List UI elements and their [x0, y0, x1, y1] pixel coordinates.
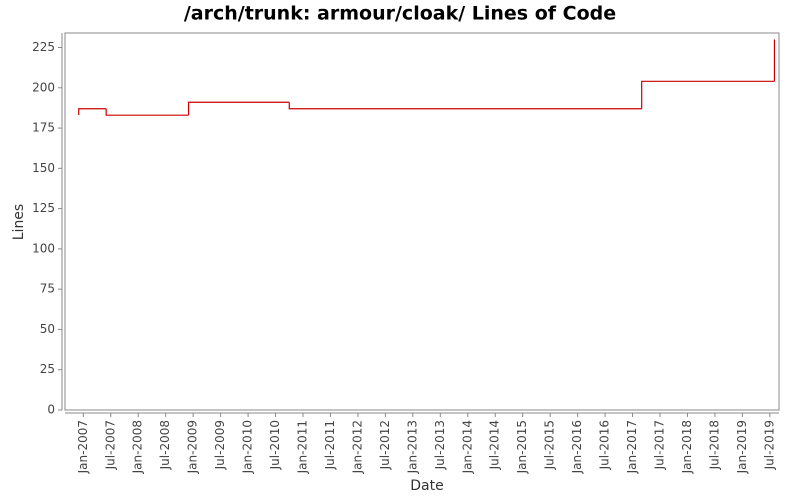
step-segment — [78, 108, 107, 116]
x-tick-label: Jan-2007 — [76, 420, 90, 474]
x-tick-label: Jan-2009 — [186, 420, 200, 474]
x-tick-label: Jan-2015 — [515, 420, 529, 474]
y-tick-label: 125 — [32, 201, 55, 215]
y-tick-label: 100 — [32, 241, 55, 255]
x-tick-label: Jan-2008 — [131, 420, 145, 474]
y-tick-label: 150 — [32, 161, 55, 175]
x-tick-label: Jul-2007 — [103, 420, 117, 470]
x-tick-label: Jul-2011 — [323, 420, 337, 470]
y-axis-label: Lines — [11, 204, 27, 240]
y-tick-label: 225 — [32, 40, 55, 54]
x-axis-label: Date — [410, 478, 443, 494]
x-tick-label: Jan-2019 — [735, 420, 749, 474]
x-tick-label: Jul-2010 — [268, 420, 282, 470]
x-tick-label: Jul-2016 — [598, 420, 612, 470]
x-tick-label: Jul-2017 — [653, 420, 667, 470]
step-segment — [187, 101, 290, 116]
y-tick-label: 0 — [47, 403, 55, 417]
x-tick-label: Jan-2016 — [570, 420, 584, 474]
y-tick-label: 75 — [40, 282, 55, 296]
x-tick-label: Jul-2015 — [543, 420, 557, 470]
x-tick-label: Jul-2014 — [488, 420, 502, 470]
x-tick-label: Jan-2018 — [680, 420, 694, 474]
x-tick-label: Jul-2009 — [213, 420, 227, 470]
x-tick-label: Jan-2014 — [460, 420, 474, 474]
plot-area — [64, 32, 780, 411]
x-tick-label: Jan-2012 — [350, 420, 364, 474]
step-segment — [288, 102, 642, 110]
x-tick-label: Jul-2008 — [158, 420, 172, 470]
y-tick-label: 50 — [40, 322, 55, 336]
x-tick-label: Jan-2017 — [625, 420, 639, 474]
y-tick-label: 175 — [32, 121, 55, 135]
x-tick-label: Jan-2013 — [405, 420, 419, 474]
step-segment — [641, 80, 775, 109]
y-tick-label: 200 — [32, 80, 55, 94]
chart-title: /arch/trunk: armour/cloak/ Lines of Code — [184, 3, 616, 25]
x-tick-label: Jul-2013 — [433, 420, 447, 470]
step-segment — [105, 108, 189, 116]
y-tick-label: 25 — [40, 362, 55, 376]
x-tick-label: Jul-2012 — [378, 420, 392, 470]
x-tick-label: Jul-2018 — [707, 420, 721, 470]
x-tick-label: Jan-2010 — [241, 420, 255, 474]
x-tick-label: Jul-2019 — [762, 420, 776, 470]
x-tick-label: Jan-2011 — [296, 420, 310, 474]
